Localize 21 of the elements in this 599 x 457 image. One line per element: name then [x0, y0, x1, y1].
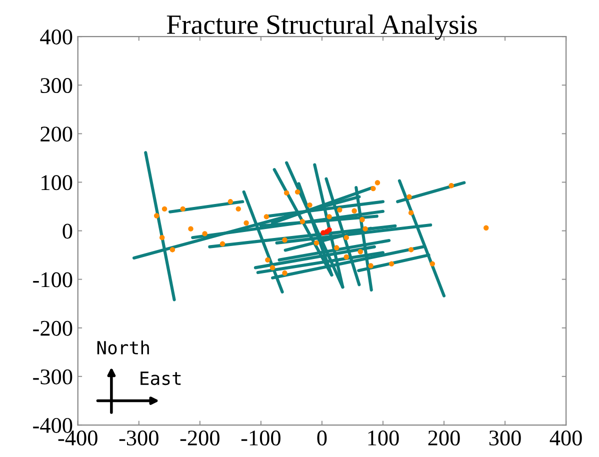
x-tick-label: -200 [180, 430, 220, 446]
x-tick-label: -100 [241, 430, 280, 446]
x-tick-label: 300 [489, 430, 521, 446]
x-tick-label: 0 [317, 430, 327, 446]
annotation: East [140, 372, 181, 386]
y-tick-label: 300 [40, 78, 72, 94]
y-tick-label: 0 [62, 224, 72, 239]
annotation: North [97, 340, 149, 355]
y-tick-label: -100 [33, 272, 72, 288]
x-tick-label: 400 [550, 430, 582, 446]
y-tick-label: -200 [33, 320, 72, 336]
x-tick-label: 200 [428, 430, 460, 446]
chart-title: Fracture Structural Analysis [166, 14, 477, 40]
y-tick-label: 400 [40, 29, 72, 44]
y-tick-label: 200 [40, 126, 72, 142]
x-tick-label: -300 [119, 430, 158, 446]
x-tick-label: -400 [58, 430, 98, 446]
y-tick-label: -400 [33, 418, 72, 433]
y-tick-label: 100 [42, 175, 72, 190]
y-tick-label: -300 [33, 369, 72, 384]
x-tick-label: 100 [368, 430, 399, 446]
